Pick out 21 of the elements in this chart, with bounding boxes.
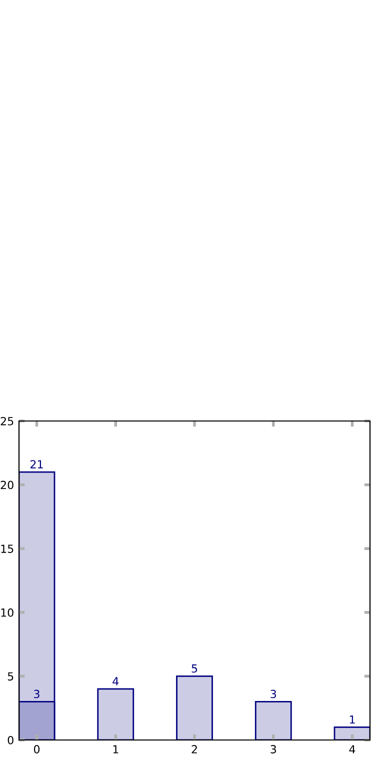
x-tick-label: 0 — [34, 745, 40, 754]
x-tick-label: 2 — [192, 745, 197, 754]
y-tick-label: 0 — [8, 736, 14, 744]
x-tick-label: 1 — [113, 745, 118, 754]
y-tick-label: 20 — [0, 480, 14, 490]
y-tick-label: 25 — [0, 416, 14, 426]
x-tick-label: 3 — [270, 745, 276, 754]
y-tick-label: 5 — [8, 672, 14, 681]
x-tick-label: 4 — [349, 745, 356, 754]
data-label: 4 — [112, 677, 119, 686]
data-label: 3 — [34, 690, 40, 698]
data-label: 3 — [270, 690, 276, 698]
data-label: 1 — [350, 715, 355, 724]
data-label: 21 — [30, 460, 43, 468]
y-tick-label: 10 — [1, 608, 14, 617]
bar — [176, 676, 213, 740]
y-tick-label: 15 — [1, 544, 14, 553]
bar — [334, 726, 370, 740]
bar — [97, 688, 134, 740]
data-label: 5 — [192, 664, 198, 673]
bar — [254, 701, 292, 740]
